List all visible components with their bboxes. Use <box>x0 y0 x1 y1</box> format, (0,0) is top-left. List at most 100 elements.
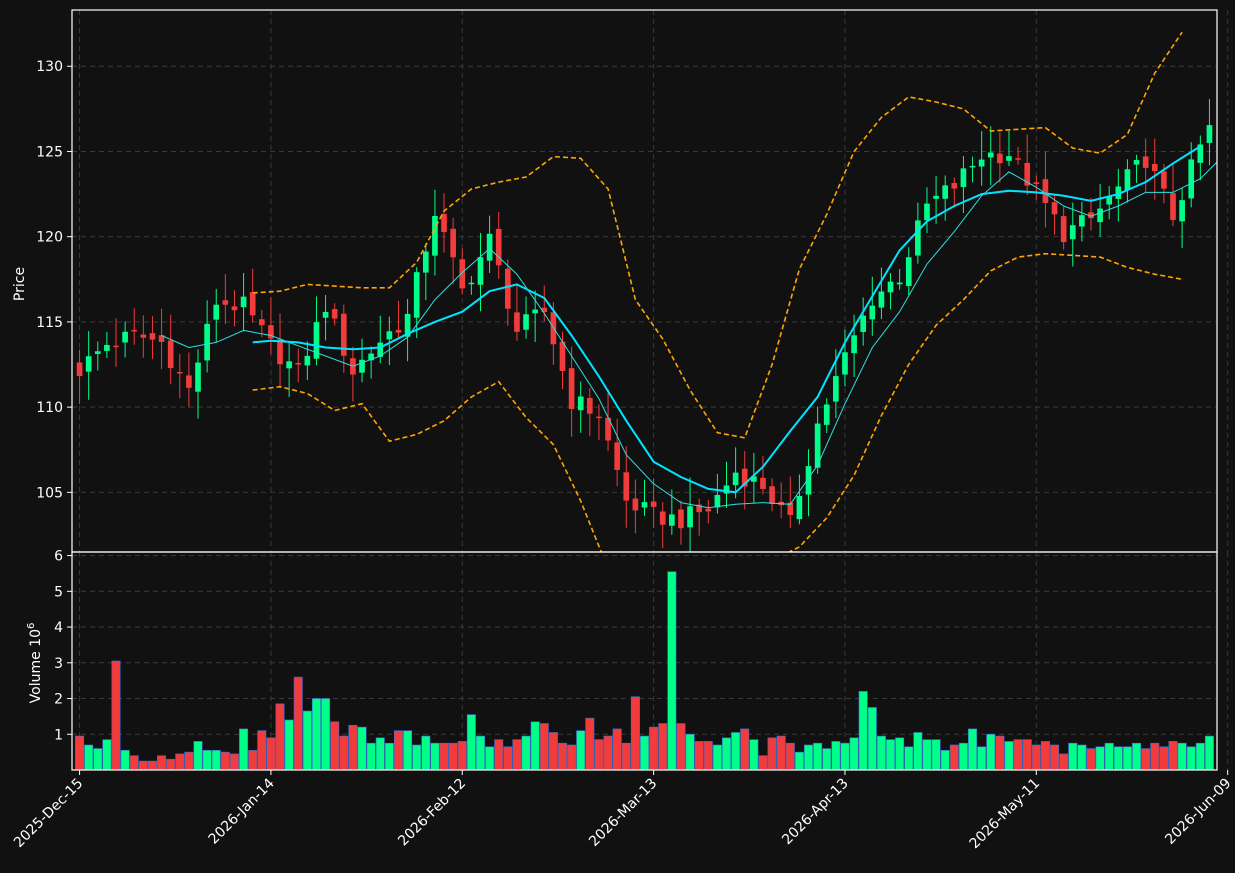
volume-bar <box>1068 742 1078 771</box>
volume-bar <box>220 751 230 771</box>
volume-bar <box>284 719 294 771</box>
candle-body <box>213 304 220 320</box>
volume-axis-title-exponent: 6 <box>26 623 37 629</box>
volume-y-ticks: 1 2 3 4 5 6 <box>54 549 72 743</box>
volume-bar <box>321 698 331 771</box>
volume-bar <box>1086 748 1096 771</box>
candle-body <box>249 292 256 316</box>
candle-body <box>1188 159 1195 199</box>
candle-body <box>331 309 338 319</box>
candle-body <box>687 506 693 528</box>
candle-body <box>195 362 201 392</box>
candle-body <box>486 233 493 261</box>
volume-bar <box>767 737 777 771</box>
volume-bar <box>740 728 750 771</box>
volume-bar <box>147 760 157 771</box>
candle-body <box>1124 169 1131 191</box>
volume-bar <box>1177 742 1187 771</box>
candle-body <box>1097 208 1103 223</box>
volume-bar <box>558 742 567 771</box>
volume-bar <box>612 728 622 771</box>
volume-bar <box>485 746 495 771</box>
volume-bar <box>412 744 422 771</box>
volume-bar <box>1122 746 1132 771</box>
volume-bar <box>1159 746 1169 771</box>
candle-body <box>987 152 994 158</box>
candle-body <box>951 182 958 189</box>
volume-bar <box>804 744 814 771</box>
volume-bar <box>676 723 686 771</box>
candle-body <box>568 368 575 409</box>
volume-bar <box>211 750 221 771</box>
candles <box>76 99 1213 552</box>
volume-bar <box>266 737 276 771</box>
volume-bar <box>858 691 868 771</box>
candle-body <box>787 502 794 515</box>
candle-body <box>523 314 529 330</box>
volume-bar <box>448 742 458 771</box>
volume-bar <box>630 696 640 771</box>
volume-bar <box>175 753 185 771</box>
price-tick-label: 105 <box>36 485 63 501</box>
candle-body <box>167 340 174 369</box>
volume-tick-label: 6 <box>54 549 63 565</box>
volume-tick-label: 2 <box>54 692 63 708</box>
candle-body <box>933 195 939 199</box>
candle-body <box>359 359 365 373</box>
volume-bar <box>1186 746 1196 771</box>
volume-bar <box>567 744 577 771</box>
candle-body <box>887 281 894 293</box>
candle-body <box>240 296 247 308</box>
volume-bar <box>922 739 932 771</box>
candle-body <box>459 259 466 289</box>
candle-body <box>277 339 283 365</box>
volume-bar <box>913 732 923 771</box>
volume-bar <box>539 723 549 771</box>
volume-bar <box>293 676 303 771</box>
candle-body <box>869 305 876 320</box>
candle-body <box>377 342 384 357</box>
volume-axis-title: Volume 106 <box>26 623 44 704</box>
volume-axis-title-base: Volume 10 <box>28 629 44 703</box>
candle-body <box>113 345 119 348</box>
candle-body <box>696 504 702 513</box>
candle-body <box>386 331 393 340</box>
volume-bar <box>75 735 85 771</box>
candle-body <box>1033 182 1040 184</box>
volume-tick-label: 1 <box>54 727 63 743</box>
line-sma-slow <box>252 145 1201 494</box>
candle-body <box>1106 196 1113 205</box>
volume-bar <box>712 744 722 771</box>
volume-bar <box>521 735 531 771</box>
candle-body <box>1015 158 1021 160</box>
volume-bar <box>375 737 385 771</box>
volume-bar <box>785 742 795 771</box>
candle-body <box>623 472 630 501</box>
volume-bar <box>794 751 804 771</box>
candle-body <box>978 159 985 167</box>
volume-bar <box>958 742 968 771</box>
candle-body <box>969 165 976 168</box>
volume-bar <box>357 726 367 771</box>
candle-body <box>659 511 666 525</box>
candle-body <box>577 396 584 411</box>
volume-bar <box>886 739 896 771</box>
candle-body <box>1133 160 1140 165</box>
candle-body <box>368 353 374 361</box>
candle-body <box>468 282 475 285</box>
candle-body <box>1142 156 1149 168</box>
volume-bar <box>1141 748 1151 771</box>
indicator-lines <box>161 31 1217 552</box>
volume-bar <box>239 728 249 771</box>
volume-bar <box>229 753 239 771</box>
volume-bar <box>940 750 950 771</box>
volume-bar <box>1113 746 1123 771</box>
volume-tick-label: 4 <box>54 620 63 636</box>
volume-bar <box>867 707 877 771</box>
volume-bar <box>530 721 540 771</box>
candle-body <box>222 300 229 305</box>
candle-body <box>1051 202 1058 215</box>
volume-bar <box>403 730 413 771</box>
volume-bar <box>138 760 148 771</box>
